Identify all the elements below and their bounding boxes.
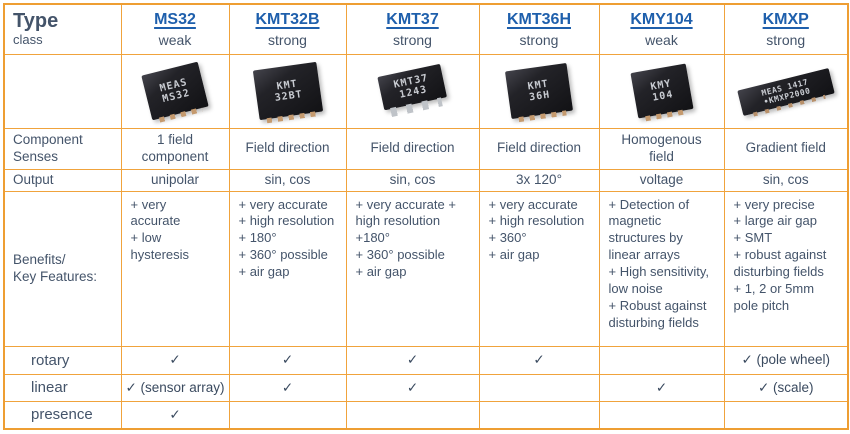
cell-linear-kmxp: ✓ (scale) (723, 373, 849, 402)
strength-label-kmt32b: strong (268, 31, 307, 48)
chip-pins (158, 107, 203, 123)
header-row: Type class MS32 weak KMT32B strong KMT37… (3, 3, 849, 55)
strength-label-kmxp: strong (766, 31, 806, 48)
cell-output-ms32: unipolar (120, 168, 230, 192)
cell-presence-kmt32b (228, 400, 347, 430)
product-link-kmy104[interactable]: KMY104 (630, 10, 693, 28)
column-header-kmt36h: KMT36H strong (478, 3, 600, 55)
row-label-presence: presence (3, 400, 122, 430)
cell-presence-kmt37 (345, 400, 480, 430)
cell-linear-ms32: ✓ (sensor array) (120, 373, 230, 402)
benefits-row: Benefits/ Key Features: + very accurate … (3, 190, 849, 347)
chip-cell-ms32: MEAS MS32 (120, 53, 230, 129)
strength-label-kmt36h: strong (519, 31, 559, 48)
strength-label-kmy104: weak (645, 31, 678, 48)
cell-senses-kmt32b: Field direction (228, 127, 347, 170)
chip-pins (644, 109, 687, 122)
chip-pins (266, 111, 317, 124)
chip-cell-kmt32b: KMT 32BT (228, 53, 347, 129)
column-header-ms32: MS32 weak (120, 3, 230, 55)
column-header-kmxp: KMXP strong (723, 3, 849, 55)
cell-linear-kmt37: ✓ (345, 373, 480, 402)
sensor-comparison-table: Type class MS32 weak KMT32B strong KMT37… (3, 3, 849, 430)
cell-rotary-kmt32b: ✓ (228, 345, 347, 375)
presence-row: presence ✓ (3, 400, 849, 430)
chip-image-kmy104: KMY 104 (629, 63, 694, 122)
cell-presence-ms32: ✓ (120, 400, 230, 430)
product-link-kmxp[interactable]: KMXP (762, 10, 809, 28)
chip-cell-kmt36h: KMT 36H (478, 53, 600, 129)
cell-rotary-kmt36h: ✓ (478, 345, 600, 375)
cell-presence-kmy104 (598, 400, 725, 430)
cell-senses-kmy104: Homogenous field (598, 127, 725, 170)
cell-benefits-kmt32b: + very accurate + high resolution + 180°… (228, 190, 347, 347)
cell-output-kmt32b: sin, cos (228, 168, 347, 192)
cell-linear-kmt32b: ✓ (228, 373, 347, 402)
chip-legs (389, 97, 443, 117)
chip-cell-kmt37: KMT37 1243 (345, 53, 480, 129)
chip-pins (518, 110, 567, 123)
cell-rotary-ms32: ✓ (120, 345, 230, 375)
linear-row: linear ✓ (sensor array) ✓ ✓ ✓ ✓ (scale) (3, 373, 849, 402)
cell-linear-kmy104: ✓ (598, 373, 725, 402)
cell-presence-kmt36h (478, 400, 600, 430)
component-senses-row: Component Senses 1 field component Field… (3, 127, 849, 170)
cell-senses-ms32: 1 field component (120, 127, 230, 170)
cell-benefits-ms32: + very accurate + low hysteresis (120, 190, 230, 347)
chip-image-kmt36h: KMT 36H (504, 62, 574, 123)
class-label: class (13, 32, 43, 48)
rotary-row: rotary ✓ ✓ ✓ ✓ ✓ (pole wheel) (3, 345, 849, 375)
column-header-kmt32b: KMT32B strong (228, 3, 347, 55)
column-header-kmt37: KMT37 strong (345, 3, 480, 55)
chip-image-row: MEAS MS32 KMT 32BT KMT37 1243 (3, 53, 849, 129)
cell-rotary-kmy104 (598, 345, 725, 375)
row-label-output: Output (3, 168, 122, 192)
cell-rotary-kmxp: ✓ (pole wheel) (723, 345, 849, 375)
row-label-rotary: rotary (3, 345, 122, 375)
strength-label-ms32: weak (158, 31, 192, 48)
chip-image-kmt37: KMT37 1243 (376, 63, 448, 118)
chip-image-ms32: MEAS MS32 (141, 61, 209, 123)
row-label-linear: linear (3, 373, 122, 402)
cell-output-kmt36h: 3x 120° (478, 168, 600, 192)
type-label: Type (13, 10, 59, 33)
chip-marking: 104 (651, 89, 674, 104)
cell-rotary-kmt37: ✓ (345, 345, 480, 375)
row-label-component-senses: Component Senses (3, 127, 122, 170)
chip-cell-kmy104: KMY 104 (598, 53, 725, 129)
chip-cell-kmxp: MEAS 1417 •KMXP2000 (723, 53, 849, 129)
cell-output-kmxp: sin, cos (723, 168, 849, 192)
product-link-kmt36h[interactable]: KMT36H (506, 10, 571, 28)
output-row: Output unipolar sin, cos sin, cos 3x 120… (3, 168, 849, 192)
product-link-kmt37[interactable]: KMT37 (386, 10, 439, 28)
cell-senses-kmt36h: Field direction (478, 127, 600, 170)
cell-benefits-kmt37: + very accurate + high resolution +180° … (345, 190, 480, 347)
chip-row-label-empty (3, 53, 122, 129)
cell-benefits-kmt36h: + very accurate + high resolution + 360°… (478, 190, 600, 347)
type-class-header: Type class (3, 3, 122, 55)
cell-senses-kmt37: Field direction (345, 127, 480, 170)
cell-linear-kmt36h (478, 373, 600, 402)
chip-marking: 32BT (273, 89, 303, 104)
product-link-ms32[interactable]: MS32 (154, 10, 196, 28)
cell-benefits-kmxp: + very precise + large air gap + SMT + r… (723, 190, 849, 347)
chip-image-kmxp: MEAS 1417 •KMXP2000 (737, 67, 835, 117)
chip-marking: 36H (528, 89, 551, 104)
cell-presence-kmxp (723, 400, 849, 430)
slide-page: { "colors": { "border_orange": "#F0A33C"… (0, 3, 850, 434)
strength-label-kmt37: strong (393, 31, 432, 48)
product-link-kmt32b[interactable]: KMT32B (255, 10, 320, 28)
cell-senses-kmxp: Gradient field (723, 127, 849, 170)
row-label-benefits: Benefits/ Key Features: (3, 190, 122, 347)
chip-image-kmt32b: KMT 32BT (252, 61, 323, 124)
cell-output-kmy104: voltage (598, 168, 725, 192)
column-header-kmy104: KMY104 weak (598, 3, 725, 55)
cell-output-kmt37: sin, cos (345, 168, 480, 192)
cell-benefits-kmy104: + Detection of magnetic structures by li… (598, 190, 725, 347)
